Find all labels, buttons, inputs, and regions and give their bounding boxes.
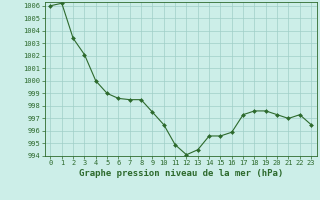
X-axis label: Graphe pression niveau de la mer (hPa): Graphe pression niveau de la mer (hPa): [79, 169, 283, 178]
